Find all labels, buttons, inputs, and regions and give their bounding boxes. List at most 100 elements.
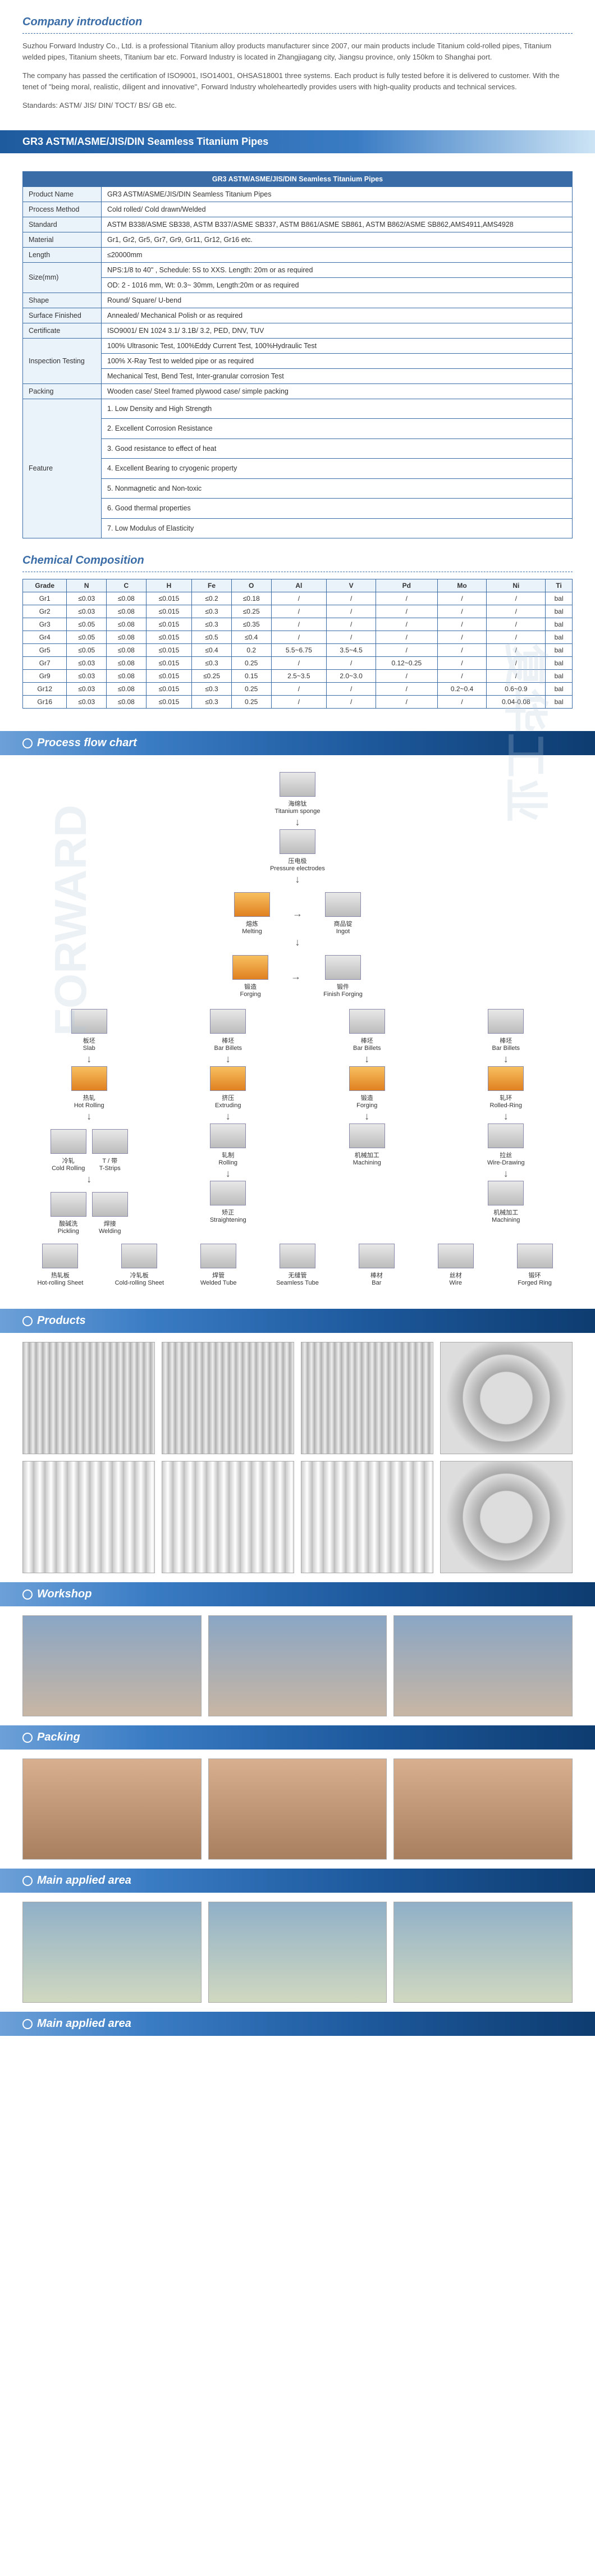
chem-cell: bal — [546, 657, 573, 670]
chem-cell: / — [271, 592, 327, 605]
chem-cell: / — [487, 631, 546, 644]
flow-wire: 丝材Wire — [418, 1244, 493, 1286]
chem-cell: Gr7 — [23, 657, 67, 670]
ribbon-label: Workshop — [37, 1588, 91, 1601]
chem-cell: bal — [546, 644, 573, 657]
chem-cell: ≤0.03 — [67, 605, 107, 618]
product-image — [301, 1461, 433, 1573]
flow-forging-2: 锻造Forging — [349, 1066, 385, 1109]
spec-header: GR3 ASTM/ASME/JIS/DIN Seamless Titanium … — [23, 171, 573, 186]
chem-cell: / — [376, 696, 438, 709]
chem-cell: / — [437, 670, 487, 683]
spec-value: OD: 2 - 1016 mm, Wt: 0.3~ 30mm, Length:2… — [102, 277, 573, 293]
chem-cell: ≤0.015 — [146, 696, 192, 709]
ribbon-label: Packing — [37, 1731, 80, 1744]
flow-hot-roll: 热轧Hot Rolling — [71, 1066, 107, 1109]
chem-cell: ≤0.18 — [231, 592, 271, 605]
chem-cell: ≤0.08 — [107, 605, 147, 618]
spec-value: NPS:1/8 to 40" , Schedule: 5S to XXS. Le… — [102, 262, 573, 277]
chem-cell: 0.2~0.4 — [437, 683, 487, 696]
chem-cell: 0.25 — [231, 696, 271, 709]
spec-label: Inspection Testing — [23, 338, 102, 383]
chem-col: Ti — [546, 579, 573, 592]
chem-cell: ≤0.05 — [67, 618, 107, 631]
chem-cell: / — [437, 696, 487, 709]
applied-area-ribbon-2: Main applied area — [0, 2012, 595, 2036]
chem-cell: / — [376, 644, 438, 657]
chem-cell: / — [437, 644, 487, 657]
flow-machining-1: 机械加工Machining — [349, 1123, 385, 1166]
chem-table: GradeNCHFeOAlVPdMoNiTi Gr1≤0.03≤0.08≤0.0… — [22, 579, 573, 709]
chem-cell: / — [327, 683, 376, 696]
flow-sponge: 海绵钛Titanium sponge — [275, 772, 321, 815]
chem-cell: ≤0.08 — [107, 631, 147, 644]
flow-extrude: 挤压Extruding — [210, 1066, 246, 1109]
chem-cell: / — [487, 605, 546, 618]
spec-label: Length — [23, 247, 102, 262]
chem-cell: bal — [546, 670, 573, 683]
intro-paragraph-3: Standards: ASTM/ JIS/ DIN/ TOCT/ BS/ GB … — [22, 100, 573, 111]
spec-label: Standard — [23, 217, 102, 232]
chem-cell: ≤0.08 — [107, 670, 147, 683]
product-image — [22, 1461, 155, 1573]
chem-col: N — [67, 579, 107, 592]
chem-col: Ni — [487, 579, 546, 592]
chem-col: Pd — [376, 579, 438, 592]
spec-value: 4. Excellent Bearing to cryogenic proper… — [102, 459, 573, 479]
chem-cell: ≤0.25 — [231, 605, 271, 618]
flow-billet-2: 棒坯Bar Billets — [349, 1009, 385, 1052]
flow-forged-ring: 锻环Forged Ring — [497, 1244, 573, 1286]
packing-ribbon: Packing — [0, 1725, 595, 1750]
chem-cell: ≤0.015 — [146, 605, 192, 618]
chem-cell: 0.12~0.25 — [376, 657, 438, 670]
chem-cell: ≤0.08 — [107, 696, 147, 709]
chem-cell: / — [376, 618, 438, 631]
chem-cell: / — [487, 592, 546, 605]
workshop-gallery — [0, 1606, 595, 1725]
chem-title: Chemical Composition — [22, 550, 573, 572]
ribbon-label: Products — [37, 1314, 86, 1327]
chem-cell: Gr16 — [23, 696, 67, 709]
packing-image — [393, 1759, 573, 1860]
spec-value: Cold rolled/ Cold drawn/Welded — [102, 202, 573, 217]
chem-cell: 0.25 — [231, 657, 271, 670]
chem-col: C — [107, 579, 147, 592]
spec-value: Round/ Square/ U-bend — [102, 293, 573, 308]
spec-value: 100% X-Ray Test to welded pipe or as req… — [102, 353, 573, 368]
chem-cell: ≤0.4 — [192, 644, 232, 657]
spec-value: 100% Ultrasonic Test, 100%Eddy Current T… — [102, 338, 573, 353]
chem-cell: bal — [546, 683, 573, 696]
spec-value: 2. Excellent Corrosion Resistance — [102, 419, 573, 439]
chem-cell: Gr12 — [23, 683, 67, 696]
chem-cell: 2.0~3.0 — [327, 670, 376, 683]
chem-cell: / — [487, 618, 546, 631]
chem-cell: Gr5 — [23, 644, 67, 657]
flow-forging: 锻造Forging — [232, 955, 268, 998]
process-flow-ribbon: Process flow chart — [0, 731, 595, 755]
spec-value: ≤20000mm — [102, 247, 573, 262]
flowchart: 复华工业 FORWARD 海绵钛Titanium sponge ↓ 压电极Pre… — [0, 755, 595, 1309]
chem-col: Al — [271, 579, 327, 592]
chem-cell: 5.5~6.75 — [271, 644, 327, 657]
chem-cell: ≤0.3 — [192, 605, 232, 618]
spec-label: Certificate — [23, 323, 102, 338]
chem-cell: bal — [546, 696, 573, 709]
chem-cell: / — [437, 631, 487, 644]
chem-col: Fe — [192, 579, 232, 592]
area-image — [393, 1902, 573, 2003]
spec-label: Shape — [23, 293, 102, 308]
spec-value: GR3 ASTM/ASME/JIS/DIN Seamless Titanium … — [102, 186, 573, 202]
product-image — [440, 1342, 573, 1454]
products-gallery — [0, 1333, 595, 1582]
flow-straight: 矫正Straightening — [210, 1181, 246, 1223]
chem-cell: ≤0.015 — [146, 644, 192, 657]
spec-value: Gr1, Gr2, Gr5, Gr7, Gr9, Gr11, Gr12, Gr1… — [102, 232, 573, 247]
chem-cell: ≤0.05 — [67, 644, 107, 657]
flow-seamless: 无缝管Seamless Tube — [260, 1244, 336, 1286]
spec-value: 5. Nonmagnetic and Non-toxic — [102, 478, 573, 499]
flow-t-strips: T / 带T-Strips — [92, 1129, 128, 1172]
product-image — [162, 1342, 294, 1454]
chem-cell: / — [327, 696, 376, 709]
chem-cell: / — [487, 657, 546, 670]
flow-slab: 板坯Slab — [71, 1009, 107, 1052]
